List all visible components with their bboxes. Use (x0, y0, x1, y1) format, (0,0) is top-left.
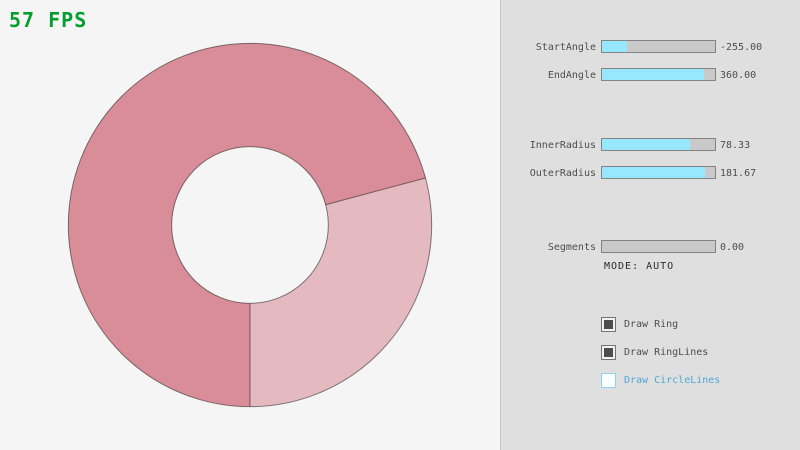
startangle-value: -255.00 (720, 42, 763, 53)
outerradius-slider[interactable] (601, 166, 716, 179)
ring-fill-double (68, 43, 426, 407)
startangle-row: StartAngle -255.00 (501, 40, 800, 54)
innerradius-label: InnerRadius (529, 140, 596, 151)
draw-ring-checkbox[interactable] (601, 317, 616, 332)
startangle-label: StartAngle (535, 42, 596, 53)
innerradius-slider-fill (602, 139, 691, 150)
outerradius-label: OuterRadius (529, 168, 596, 179)
draw-ringlines-checkbox[interactable] (601, 345, 616, 360)
draw-ringlines-row: Draw RingLines (601, 345, 708, 360)
segments-label: Segments (547, 242, 596, 253)
draw-ringlines-label: Draw RingLines (624, 347, 709, 358)
endangle-value: 360.00 (720, 70, 757, 81)
startangle-slider-fill (602, 41, 627, 52)
endangle-row: EndAngle 360.00 (501, 68, 800, 82)
innerradius-slider[interactable] (601, 138, 716, 151)
ring-fill-single (250, 177, 432, 407)
startangle-slider[interactable] (601, 40, 716, 53)
draw-ring-row: Draw Ring (601, 317, 678, 332)
outerradius-row: OuterRadius 181.67 (501, 166, 800, 180)
outerradius-value: 181.67 (720, 168, 757, 179)
draw-circlelines-label: Draw CircleLines (624, 375, 721, 386)
draw-ring-label: Draw Ring (624, 319, 679, 330)
outerradius-slider-fill (602, 167, 705, 178)
segments-slider[interactable] (601, 240, 716, 253)
endangle-slider-fill (602, 69, 704, 80)
endangle-slider[interactable] (601, 68, 716, 81)
endangle-label: EndAngle (547, 70, 596, 81)
fps-counter: 57 FPS (9, 8, 88, 32)
ring-capline-start (325, 177, 426, 206)
ring-outline-outer (67, 42, 433, 408)
mode-text: MODE: AUTO (604, 261, 675, 272)
draw-circlelines-checkbox[interactable] (601, 373, 616, 388)
innerradius-value: 78.33 (720, 140, 751, 151)
check-mark-icon (604, 320, 613, 329)
draw-circlelines-row: Draw CircleLines (601, 373, 720, 388)
ring-outline-inner (171, 146, 329, 304)
segments-value: 0.00 (720, 242, 745, 253)
innerradius-row: InnerRadius 78.33 (501, 138, 800, 152)
controls-panel: StartAngle -255.00 EndAngle 360.00 Inner… (500, 0, 800, 450)
segments-row: Segments 0.00 (501, 240, 800, 254)
check-mark-icon (604, 348, 613, 357)
